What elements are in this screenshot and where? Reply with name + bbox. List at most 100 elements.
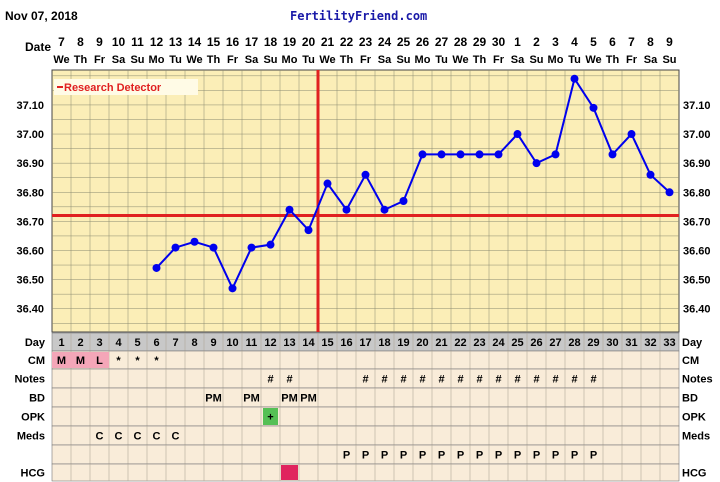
weekday-label: We <box>585 54 601 66</box>
weekday-label: Mo <box>415 54 431 66</box>
date-label: 21 <box>321 35 335 49</box>
weekday-label: Fr <box>227 54 239 66</box>
meds2-cell-text: P <box>457 450 464 462</box>
y-tick-label: 36.70 <box>683 216 711 228</box>
y-tick-label: 36.60 <box>683 245 711 257</box>
meds2-cell-text: P <box>514 450 521 462</box>
weekday-label: Th <box>207 54 221 66</box>
row-label-meds1: Meds <box>682 431 710 443</box>
weekday-label: Fr <box>493 54 505 66</box>
weekday-label: Sa <box>378 54 392 66</box>
date-label: 27 <box>435 35 449 49</box>
cm-cell-text: * <box>135 355 140 367</box>
date-label: 8 <box>77 35 84 49</box>
row-label-day: Day <box>25 337 46 349</box>
cycle-day-label: 26 <box>530 337 542 349</box>
y-tick-label: 36.50 <box>16 275 44 287</box>
cycle-day-label: 13 <box>283 337 295 349</box>
cycle-day-label: 2 <box>77 337 83 349</box>
meds2-cell-text: P <box>495 450 502 462</box>
date-label: 23 <box>359 35 373 49</box>
weekday-label: Tu <box>302 54 315 66</box>
date-label: 13 <box>169 35 183 49</box>
notes-cell-text: # <box>571 374 577 386</box>
weekday-label: Mo <box>282 54 298 66</box>
cycle-day-label: 22 <box>454 337 466 349</box>
weekday-label: Fr <box>94 54 106 66</box>
date-label: 30 <box>492 35 506 49</box>
cycle-day-label: 19 <box>397 337 409 349</box>
y-tick-label: 36.80 <box>683 187 711 199</box>
date-label: 20 <box>302 35 316 49</box>
meds2-cell-text: P <box>476 450 483 462</box>
cm-menses-cell <box>71 352 90 368</box>
temperature-point <box>456 150 465 159</box>
temperature-point <box>304 226 313 235</box>
weekday-label: Th <box>340 54 354 66</box>
weekday-label: Mo <box>548 54 564 66</box>
temperature-point <box>646 170 655 179</box>
cycle-day-label: 27 <box>549 337 561 349</box>
weekday-label: Fr <box>360 54 372 66</box>
y-tick-label: 36.40 <box>16 304 44 316</box>
weekday-label: Fr <box>626 54 638 66</box>
bd-cell-text: PM <box>300 393 317 405</box>
cycle-day-label: 21 <box>435 337 447 349</box>
date-label: 1 <box>514 35 521 49</box>
row-label-meds1: Meds <box>17 431 45 443</box>
y-tick-label: 36.90 <box>683 158 711 170</box>
y-tick-label: 36.50 <box>683 275 711 287</box>
date-label: 3 <box>552 35 559 49</box>
weekday-label: Th <box>473 54 487 66</box>
meds1-cell-text: C <box>115 431 123 443</box>
notes-cell-text: # <box>267 374 273 386</box>
weekday-label: Tu <box>568 54 581 66</box>
date-label: 24 <box>378 35 392 49</box>
temperature-point <box>608 150 617 159</box>
date-label: 7 <box>58 35 65 49</box>
cycle-day-label: 3 <box>96 337 102 349</box>
date-label: 4 <box>571 35 578 49</box>
y-tick-label: 37.00 <box>683 129 711 141</box>
date-label: 8 <box>647 35 654 49</box>
chart-date: Nov 07, 2018 <box>5 9 78 23</box>
meds2-cell-text: P <box>571 450 578 462</box>
cycle-day-label: 23 <box>473 337 485 349</box>
weekday-label: Mo <box>149 54 165 66</box>
weekday-label: Su <box>529 54 543 66</box>
notes-cell-text: # <box>286 374 292 386</box>
notes-cell-text: # <box>438 374 444 386</box>
meds2-cell-text: P <box>362 450 369 462</box>
weekday-label: We <box>186 54 202 66</box>
cycle-day-label: 30 <box>606 337 618 349</box>
notes-cell-text: # <box>362 374 368 386</box>
y-tick-label: 36.80 <box>16 187 44 199</box>
meds2-cell-text: P <box>438 450 445 462</box>
notes-cell-text: # <box>419 374 425 386</box>
temperature-point <box>551 150 560 159</box>
cycle-day-label: 20 <box>416 337 428 349</box>
cycle-day-label: 25 <box>511 337 523 349</box>
cycle-day-label: 12 <box>264 337 276 349</box>
temperature-point <box>532 159 541 168</box>
date-label: 29 <box>473 35 487 49</box>
temperature-point <box>190 237 199 246</box>
row-hcg-band <box>51 463 680 482</box>
notes-cell-text: # <box>590 374 596 386</box>
cycle-day-label: 14 <box>302 337 315 349</box>
row-label-hcg: HCG <box>682 468 706 480</box>
date-label: 9 <box>96 35 103 49</box>
weekday-label: Su <box>396 54 410 66</box>
date-label: 15 <box>207 35 221 49</box>
opk-positive-cell <box>263 408 278 425</box>
meds2-cell-text: P <box>381 450 388 462</box>
date-label: 26 <box>416 35 430 49</box>
bd-cell-text: PM <box>243 393 260 405</box>
row-opk-band <box>51 406 680 427</box>
cycle-day-label: 6 <box>153 337 159 349</box>
temperature-point <box>152 263 161 272</box>
date-label: 7 <box>628 35 635 49</box>
meds2-cell-text: P <box>419 450 426 462</box>
meds2-cell-text: P <box>552 450 559 462</box>
